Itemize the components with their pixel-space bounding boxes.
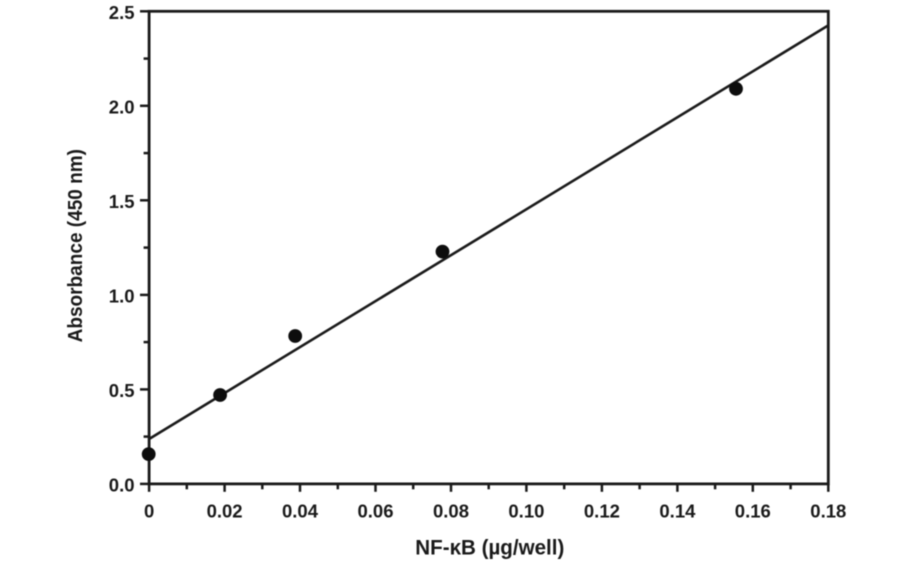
svg-text:0: 0: [144, 501, 154, 522]
svg-text:0.10: 0.10: [508, 501, 544, 522]
svg-text:0.08: 0.08: [433, 501, 469, 522]
svg-text:0.02: 0.02: [207, 501, 243, 522]
svg-text:Absorbance (450 nm): Absorbance (450 nm): [64, 149, 87, 342]
svg-text:0.18: 0.18: [810, 501, 846, 522]
svg-text:0.06: 0.06: [357, 501, 393, 522]
svg-text:0.5: 0.5: [109, 380, 135, 401]
svg-text:2.5: 2.5: [109, 2, 135, 23]
svg-text:0.16: 0.16: [735, 501, 771, 522]
svg-text:1.5: 1.5: [109, 191, 135, 212]
svg-text:0.0: 0.0: [109, 474, 135, 495]
svg-text:2.0: 2.0: [109, 96, 135, 117]
svg-text:0.14: 0.14: [659, 501, 696, 522]
svg-text:0.12: 0.12: [584, 501, 620, 522]
svg-text:0.04: 0.04: [282, 501, 319, 522]
svg-text:NF-κB (µg/well): NF-κB (µg/well): [415, 537, 564, 560]
svg-text:1.0: 1.0: [109, 285, 135, 306]
